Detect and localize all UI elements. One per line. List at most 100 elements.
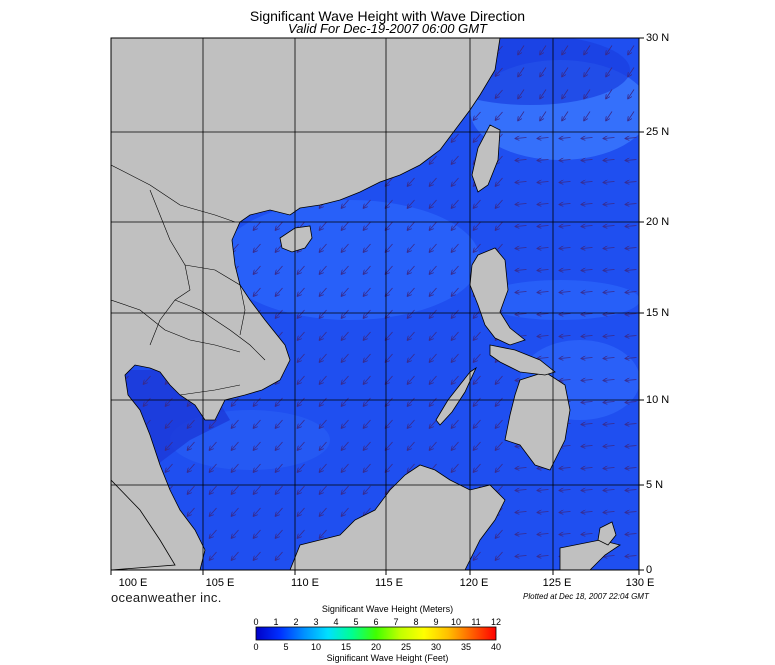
wave-direction-arrow [276,265,283,274]
wave-direction-arrow [452,133,459,142]
wave-direction-arrow [320,375,327,384]
wave-direction-arrow [538,314,549,315]
wave-direction-arrow [516,314,527,315]
wave-direction-arrow [560,182,571,183]
wave-direction-arrow [364,309,371,318]
wave-direction-arrow [254,551,261,560]
wave-direction-arrow [430,265,437,274]
wave-direction-arrow [298,265,305,274]
wave-direction-arrow [232,507,239,516]
wave-direction-arrow [408,331,415,340]
wave-direction-arrow [584,89,591,99]
wave-direction-arrow [604,138,615,139]
wave-direction-arrow [408,265,415,274]
lon-label: 100 E [118,577,148,589]
visayas-islands [489,344,556,376]
wave-direction-arrow [518,67,525,77]
wave-direction-arrow [452,199,459,208]
feet-tick-label: 5 [283,642,289,652]
wave-direction-arrow [254,463,261,472]
borneo-island [289,464,506,570]
country-borders [111,164,266,396]
wave-direction-arrow [606,89,613,99]
wave-direction-arrow [474,397,481,406]
wave-direction-arrow [604,270,615,271]
wave-direction-arrow [408,463,415,472]
lat-label: 10 N [646,394,670,406]
wave-direction-arrow [408,199,415,208]
wave-direction-arrow [386,419,393,428]
wave-direction-arrow [582,446,593,447]
wave-direction-arrow [210,441,217,450]
wave-direction-arrow [430,309,437,318]
wave-direction-arrow [582,160,593,161]
meter-tick-label: 11 [471,617,481,627]
wave-direction-arrow [538,160,549,161]
wave-direction-arrow [626,204,637,205]
wave-direction-arrow [626,402,637,403]
wave-direction-arrow [342,463,349,472]
wave-direction-arrow [516,204,527,205]
meter-tick-label: 5 [353,617,359,627]
wave-direction-arrow [342,331,349,340]
wave-direction-arrow [320,463,327,472]
wave-direction-arrow [298,419,305,428]
wave-direction-arrow [538,204,549,205]
map-subtitle: Valid For Dec-19-2007 06:00 GMT [288,21,487,36]
graticule [111,38,639,570]
wave-direction-arrow [560,138,571,139]
wave-direction-arrow [538,248,549,249]
wave-direction-arrow [364,397,371,406]
meter-tick-label: 1 [273,617,279,627]
wave-direction-arrow [496,221,503,230]
wave-direction-arrow [626,292,637,293]
wave-direction-arrow [386,177,393,186]
wave-direction-arrow [386,463,393,472]
wave-direction-arrow [232,485,239,494]
wave-direction-arrow [560,248,571,249]
wave-direction-arrow [474,375,481,384]
wave-direction-arrow [320,441,327,450]
wave-direction-arrow [474,243,481,252]
wave-direction-arrow [626,226,637,227]
wave-direction-arrow [604,490,615,491]
wave-direction-arrow [298,331,305,340]
wave-direction-arrow [364,419,371,428]
wave-direction-arrow [320,221,327,230]
wave-direction-arrow [538,490,549,491]
wave-direction-arrow [604,160,615,161]
wave-direction-arrow [604,402,615,403]
wave-direction-arrow [474,441,481,450]
wave-direction-arrow [386,331,393,340]
wave-direction-arrow [582,468,593,469]
wave-direction-arrow [560,226,571,227]
lat-label: 0 [646,564,653,576]
wave-direction-arrow [474,111,481,120]
wave-direction-arrow [560,160,571,161]
wave-direction-arrow [408,375,415,384]
wave-direction-arrow [320,287,327,296]
wave-direction-arrow [516,468,527,469]
wave-direction-arrow [604,336,615,337]
wave-direction-arrow [604,424,615,425]
wave-direction-arrow [188,485,195,494]
wave-direction-arrow [496,375,503,384]
wave-direction-arrow [276,287,283,296]
lat-label: 20 N [646,216,670,228]
wave-direction-arrow [298,529,305,538]
wave-direction-arrow [538,182,549,183]
lon-label: 125 E [542,577,572,589]
wave-direction-arrow [518,45,525,55]
wave-direction-arrow [496,111,503,120]
wave-direction-arrow [342,221,349,230]
wave-direction-arrow [582,270,593,271]
wave-direction-arrow [540,45,547,55]
wave-direction-arrow [210,529,217,538]
wave-direction-arrow [628,89,635,99]
wave-direction-arrow [320,243,327,252]
wave-direction-arrow [538,138,549,139]
wave-direction-arrow [320,309,327,318]
wave-direction-arrow [604,248,615,249]
wave-direction-arrow [538,226,549,227]
wave-direction-arrow [364,485,371,494]
